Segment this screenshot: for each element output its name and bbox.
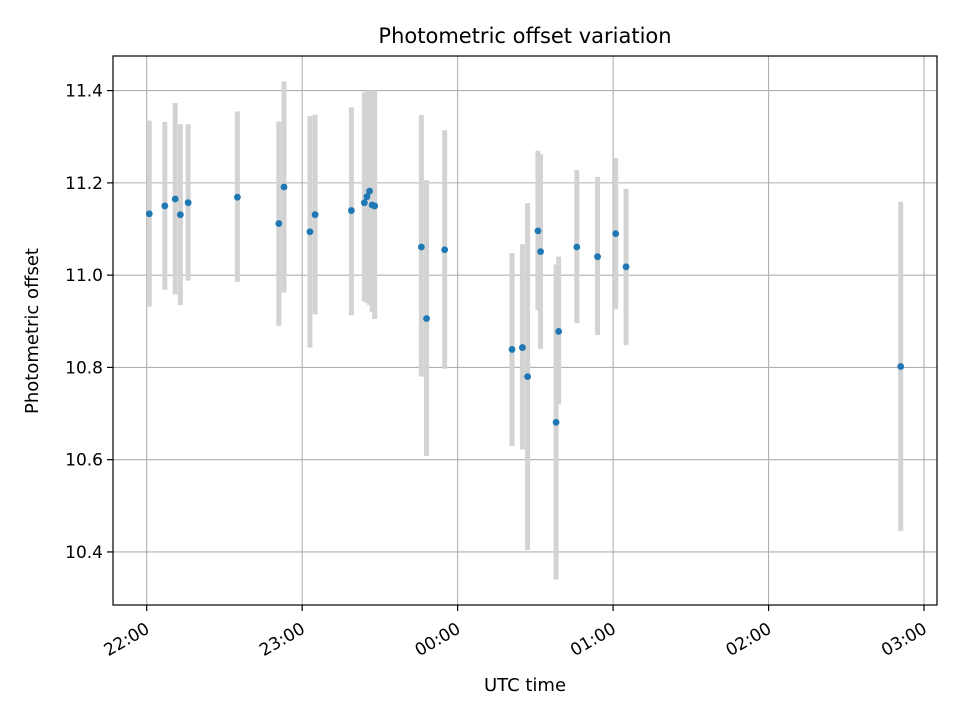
data-point (423, 315, 430, 322)
data-point (555, 328, 563, 335)
data-point (524, 373, 531, 381)
data-point (366, 187, 373, 195)
y-tick-label: 11.0 (65, 266, 103, 286)
data-point (347, 207, 355, 214)
y-tick-label: 11.2 (65, 174, 103, 194)
data-point (161, 202, 169, 210)
errorbar-layer (146, 81, 904, 580)
data-point (622, 263, 630, 271)
data-point (233, 193, 241, 201)
data-point (176, 211, 184, 219)
y-axis: 10.4 10.6 10.8 11.0 11.2 11.4 (65, 82, 113, 563)
x-tick-label: 02:00 (723, 619, 775, 661)
data-point (360, 199, 368, 207)
data-point (145, 210, 153, 218)
data-point (552, 418, 560, 426)
y-tick-label: 11.4 (65, 82, 103, 102)
x-tick-label: 22:00 (101, 619, 153, 661)
data-point (897, 363, 905, 370)
data-point (306, 228, 314, 236)
data-point (441, 246, 449, 254)
x-tick-label: 03:00 (878, 619, 930, 661)
x-tick-label: 23:00 (256, 619, 308, 661)
data-point (534, 227, 542, 235)
data-point (371, 202, 379, 210)
data-point (519, 344, 526, 351)
plot-frame (112, 55, 938, 606)
data-point (363, 193, 371, 201)
chart-title: Photometric offset variation (378, 24, 671, 48)
point-layer (145, 183, 905, 426)
data-point (508, 346, 516, 353)
data-point (573, 243, 581, 251)
data-point (275, 220, 283, 227)
y-axis-title: Photometric offset (22, 248, 43, 414)
data-point (417, 243, 425, 251)
data-point (612, 230, 620, 238)
data-point (537, 248, 544, 256)
y-tick-label: 10.4 (65, 543, 103, 563)
x-axis: 22:00 23:00 00:00 01:00 02:00 03:00 (101, 605, 931, 661)
grid-layer (113, 56, 937, 605)
x-tick-label: 01:00 (567, 619, 619, 661)
y-tick-label: 10.6 (65, 451, 103, 471)
x-axis-title: UTC time (484, 675, 566, 696)
data-point (311, 211, 319, 219)
data-point (280, 183, 288, 191)
data-point (594, 253, 601, 261)
x-tick-label: 00:00 (412, 619, 464, 661)
data-point (171, 195, 179, 203)
data-point (184, 199, 192, 207)
y-tick-label: 10.8 (65, 358, 103, 378)
